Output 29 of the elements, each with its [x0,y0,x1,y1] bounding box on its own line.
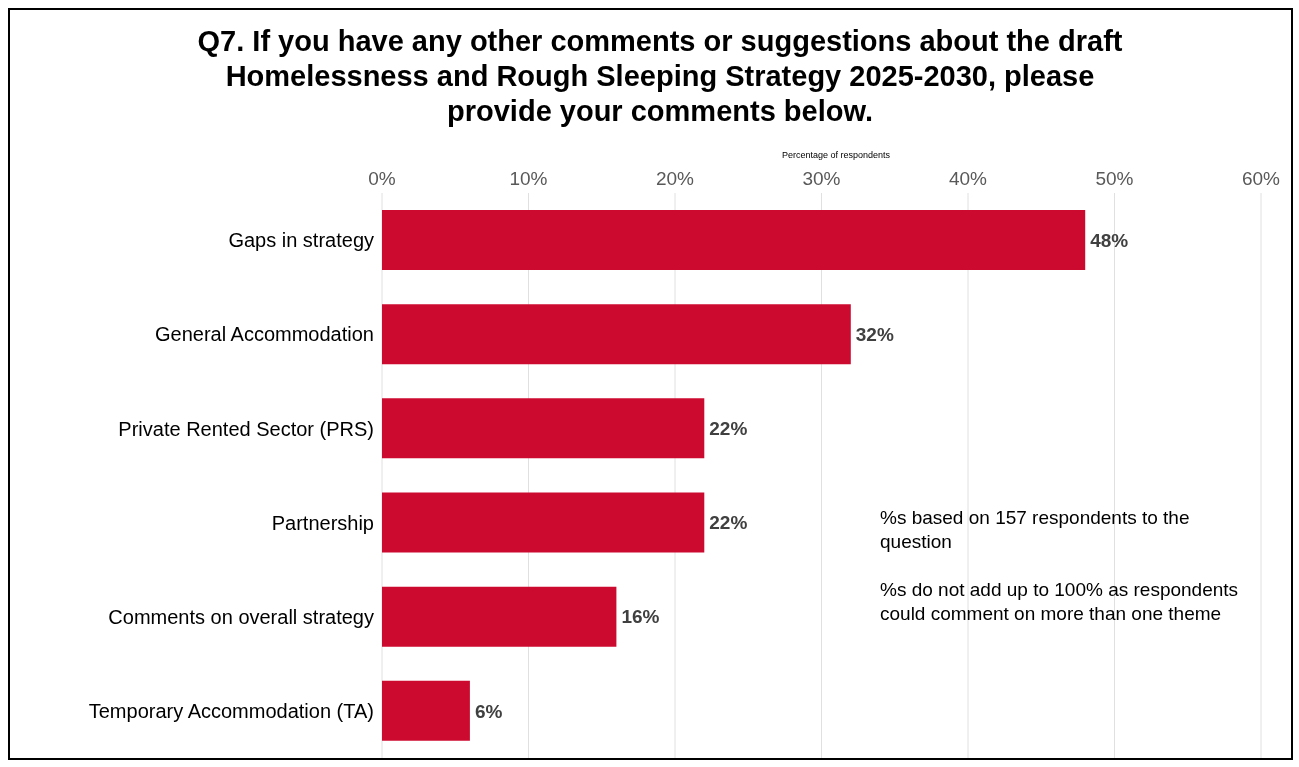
y-tick-label: Partnership [271,511,374,534]
y-tick-label: Private Rented Sector (PRS) [118,417,374,440]
bar [382,304,851,365]
y-tick-label: General Accommodation [154,323,374,346]
bar [382,398,705,459]
x-tick-label: 40% [948,168,988,189]
x-axis-title: Percentage of respondents [780,150,892,160]
data-label: 22% [709,512,748,534]
bar [382,492,705,553]
y-tick-label: Gaps in strategy [228,229,374,252]
data-label: 48% [1090,229,1129,251]
x-tick-label: 10% [509,168,548,189]
data-label: 32% [855,323,894,345]
y-tick-label: Temporary Accommodation (TA) [88,700,374,723]
bar [382,680,470,741]
annotation: %s based on 157 respondents to the question [880,506,1191,554]
x-tick-label: 30% [802,168,841,189]
annotation: %s do not add up to 100% as respondents could comment on more than one theme [880,578,1240,626]
x-tick-label: 0% [368,168,396,189]
chart-title: Q7. If you have any other comments or suggestions about the draft Homelessness and Rough Sleeping Strategy 2025-2030, please provide your comments below. [196,24,1124,129]
bar [382,586,617,647]
x-tick-label: 50% [1095,168,1134,189]
data-label: 22% [709,418,748,440]
bar [382,210,1086,270]
x-tick-label: 60% [1241,168,1281,189]
y-tick-label: Comments on overall strategy [108,605,374,628]
data-label: 6% [474,700,503,722]
data-label: 16% [621,606,660,628]
x-tick-label: 20% [655,168,695,189]
